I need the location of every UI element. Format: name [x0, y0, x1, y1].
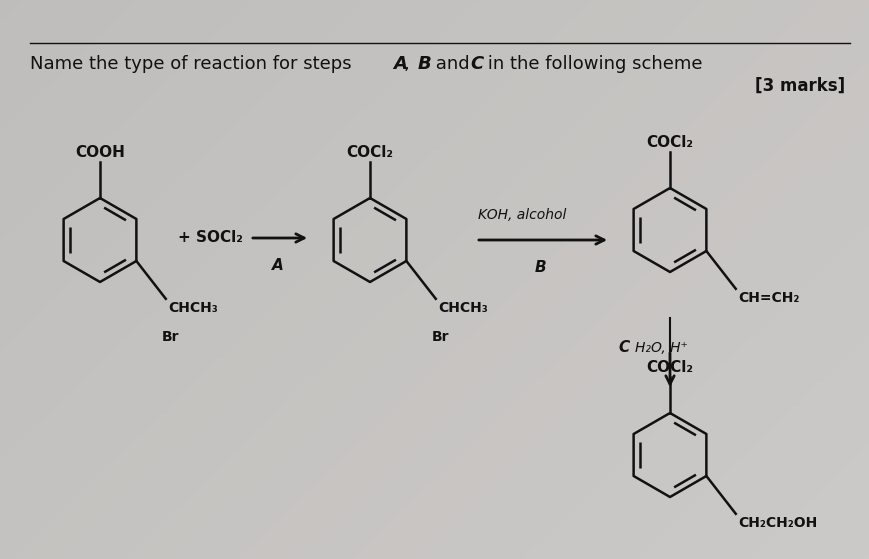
- Text: in the following scheme: in the following scheme: [481, 55, 701, 73]
- Text: Br: Br: [431, 330, 448, 344]
- Text: COCl₂: COCl₂: [646, 135, 693, 150]
- Text: CH=CH₂: CH=CH₂: [737, 291, 799, 305]
- Text: Name the type of reaction for steps: Name the type of reaction for steps: [30, 55, 357, 73]
- Text: + SOCl₂: + SOCl₂: [178, 230, 242, 245]
- Text: CHCH₃: CHCH₃: [168, 301, 217, 315]
- Text: B: B: [534, 260, 545, 275]
- Text: [3 marks]: [3 marks]: [754, 77, 844, 95]
- Text: CHCH₃: CHCH₃: [437, 301, 487, 315]
- Text: ,: ,: [403, 55, 415, 73]
- Text: COCl₂: COCl₂: [346, 145, 393, 160]
- Text: CH₂CH₂OH: CH₂CH₂OH: [737, 516, 816, 530]
- Text: COCl₂: COCl₂: [646, 361, 693, 375]
- Text: KOH, alcohol: KOH, alcohol: [477, 208, 566, 222]
- Text: C: C: [469, 55, 482, 73]
- Text: A: A: [393, 55, 407, 73]
- Text: B: B: [417, 55, 431, 73]
- Text: and: and: [429, 55, 474, 73]
- Text: COOH: COOH: [75, 145, 125, 160]
- Text: H₂O, H⁺: H₂O, H⁺: [634, 341, 687, 355]
- Text: A: A: [272, 258, 283, 273]
- Text: C: C: [618, 340, 629, 356]
- Text: Br: Br: [162, 330, 179, 344]
